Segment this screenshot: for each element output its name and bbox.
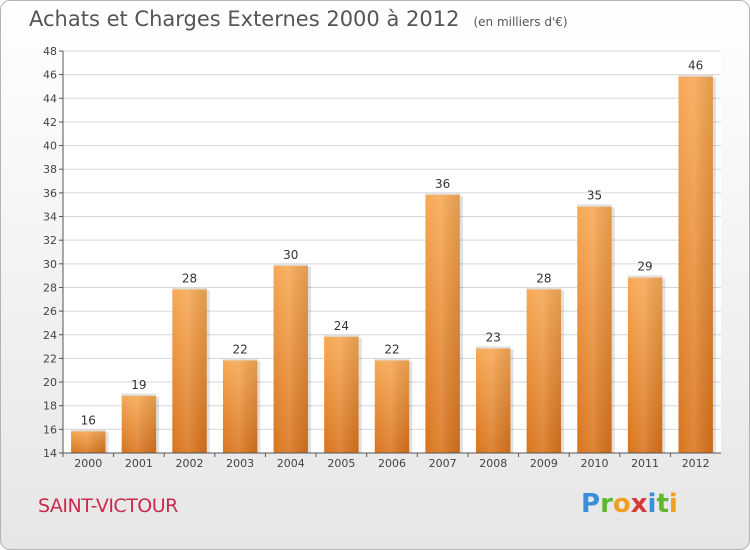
bar-top-edge <box>222 358 258 361</box>
x-tick-label: 2005 <box>327 457 355 470</box>
bar-top-edge <box>425 192 460 195</box>
x-tick-label: 2011 <box>631 457 659 470</box>
bar-top-edge <box>273 263 308 266</box>
bar-top-edge <box>627 275 663 278</box>
data-label: 36 <box>435 177 450 191</box>
x-tick-label: 2008 <box>479 457 507 470</box>
bar-shine <box>627 275 663 453</box>
bar-shine <box>222 358 258 453</box>
data-label: 30 <box>283 248 298 262</box>
bar-shine <box>71 429 106 453</box>
y-tick-label: 48 <box>43 45 57 58</box>
axes: 14 16 18 20 22 24 26 28 30 32 34 36 38 40 42 44 46 48 2000… <box>43 45 721 470</box>
y-tick-label: 36 <box>43 187 57 200</box>
data-label: 28 <box>536 271 551 285</box>
bars: 16 19 28 22 30 24 22 36 23 28 35 29 46 <box>71 59 716 453</box>
y-tick-label: 30 <box>43 258 57 271</box>
data-label: 29 <box>637 260 652 274</box>
bar-shine <box>425 192 460 453</box>
bar-top-edge <box>324 334 359 337</box>
bar-shine <box>678 74 713 453</box>
bar-shine <box>374 358 410 453</box>
bar-top-edge <box>476 346 511 349</box>
bar-top-edge <box>577 204 612 207</box>
x-tick-label: 2001 <box>125 457 153 470</box>
y-tick-label: 20 <box>43 376 57 389</box>
data-label: 23 <box>486 331 501 345</box>
y-tick-label: 14 <box>43 447 57 460</box>
bar-shine <box>476 346 511 453</box>
logo-letter: i <box>647 489 657 519</box>
commune-name: SAINT-VICTOUR <box>38 495 178 517</box>
bar-top-edge <box>172 287 207 290</box>
bar-shine <box>172 287 207 453</box>
data-label: 28 <box>182 271 197 285</box>
logo-letter: r <box>600 489 613 519</box>
y-tick-label: 18 <box>43 400 57 413</box>
bar-shine <box>121 393 157 453</box>
bar-top-edge <box>71 429 106 432</box>
x-tick-label: 2000 <box>74 457 102 470</box>
bar-top-edge <box>374 358 410 361</box>
y-tick-label: 26 <box>43 305 57 318</box>
y-tick-label: 28 <box>43 281 57 294</box>
chart-unit: (en milliers d'€) <box>473 15 568 29</box>
data-label: 22 <box>384 342 399 356</box>
x-tick-label: 2007 <box>429 457 457 470</box>
x-tick-label: 2004 <box>277 457 305 470</box>
x-tick-label: 2010 <box>580 457 608 470</box>
x-tick-label: 2003 <box>226 457 254 470</box>
x-tick-label: 2002 <box>176 457 204 470</box>
y-tick-label: 22 <box>43 352 57 365</box>
logo-letter: i <box>668 489 678 519</box>
data-label: 24 <box>334 319 349 333</box>
bar-shine <box>273 263 308 453</box>
bar-top-edge <box>678 74 713 77</box>
logo-letter: o <box>612 489 631 519</box>
y-tick-label: 24 <box>43 329 57 342</box>
bar-top-edge <box>121 393 157 396</box>
proxiti-logo: Proxiti <box>581 489 678 519</box>
data-label: 16 <box>81 413 96 427</box>
y-tick-label: 16 <box>43 423 57 436</box>
data-label: 19 <box>131 378 146 392</box>
data-label: 35 <box>587 189 602 203</box>
chart-title: Achats et Charges Externes 2000 à 2012 (e… <box>29 7 568 31</box>
data-label: 46 <box>688 59 703 73</box>
logo-letter: x <box>630 489 648 519</box>
y-tick-label: 40 <box>43 140 57 153</box>
bar-shine <box>324 334 359 453</box>
x-tick-label: 2006 <box>378 457 406 470</box>
data-label: 22 <box>233 342 248 356</box>
chart-title-text: Achats et Charges Externes 2000 à 2012 <box>29 7 460 31</box>
bar-shine <box>526 287 562 453</box>
y-tick-label: 44 <box>43 92 57 105</box>
bar-top-edge <box>526 287 562 290</box>
y-tick-label: 38 <box>43 163 57 176</box>
bar-shine <box>577 204 612 453</box>
y-tick-label: 34 <box>43 211 57 224</box>
y-tick-label: 46 <box>43 69 57 82</box>
y-tick-label: 32 <box>43 234 57 247</box>
logo-letter: P <box>581 489 601 519</box>
x-tick-label: 2012 <box>682 457 710 470</box>
y-tick-label: 42 <box>43 116 57 129</box>
logo-letter: t <box>656 489 669 519</box>
x-tick-label: 2009 <box>530 457 558 470</box>
